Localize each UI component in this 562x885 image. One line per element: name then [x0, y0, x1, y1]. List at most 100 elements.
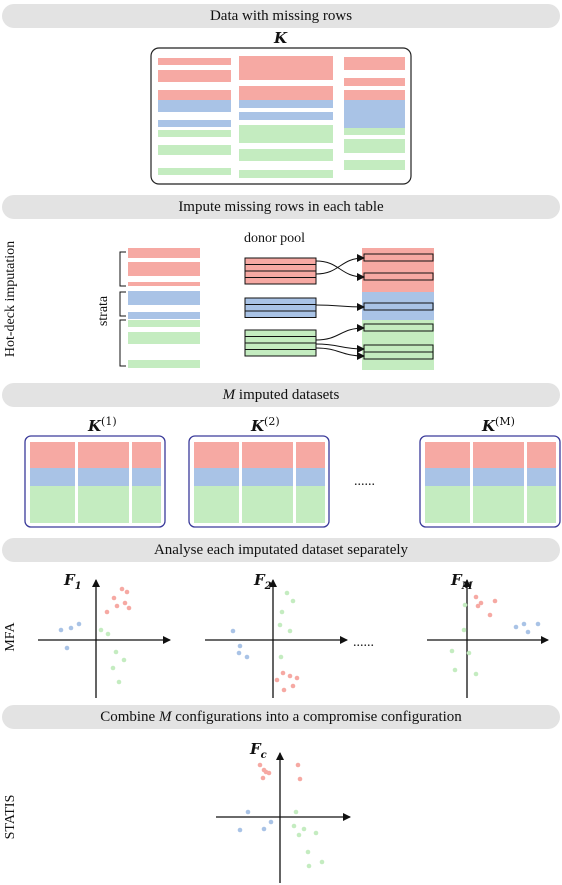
plot-Fc-green-point [305, 849, 311, 855]
imputed-row-box [363, 272, 434, 281]
dataset-KM-block-green [473, 486, 524, 523]
plot-Fc-green-point [306, 863, 312, 869]
strata-row-green [128, 320, 200, 327]
table-K-row-green [239, 149, 333, 161]
ellipsis-datasets: ...... [354, 474, 375, 489]
plot-Fc-blue-point [237, 827, 243, 833]
plot-F2-green-point [284, 590, 290, 596]
plot-F2-green-point [277, 622, 283, 628]
strata-bracket [119, 251, 126, 287]
table-K-row-green [239, 125, 333, 143]
plot-F2-blue-point [237, 643, 243, 649]
plot-Fc-red-point [263, 769, 269, 775]
dataset-KM-block-green [527, 486, 556, 523]
banner-m-imputed-datasets: M imputed datasets [2, 383, 560, 407]
plot-FM-red-point [473, 594, 479, 600]
label-F1: F1 [64, 571, 82, 592]
table-K-row-red [158, 70, 231, 82]
plot-F1-blue-point [58, 627, 64, 633]
table-K-row-blue [239, 112, 333, 120]
plot-F2-red-point [274, 677, 280, 683]
plot-Fc-green-point [291, 823, 297, 829]
table-K-row-green [344, 128, 405, 135]
table-K-row-green [158, 130, 231, 137]
plot-F2-red-point [280, 670, 286, 676]
plot-Fc-blue-point [261, 826, 267, 832]
dataset-K2-block-green [242, 486, 293, 523]
plot-Fc-green-point [296, 832, 302, 838]
dataset-K1-frame [24, 435, 166, 528]
plot-FM-blue-point [525, 629, 531, 635]
plot-F1-green-point [110, 665, 116, 671]
plot-FM-red-point [475, 603, 481, 609]
plot-FM-blue-point [535, 621, 541, 627]
label-K: K [274, 29, 288, 47]
plot-Fc-green-point [319, 859, 325, 865]
plot-Fc-red-point [260, 775, 266, 781]
data-with-missing-rows-table [150, 47, 412, 185]
dataset-KM-block-red [425, 442, 470, 468]
dataset-K2-block-blue [194, 468, 239, 486]
table-K-row-red [239, 86, 333, 100]
dataset-KM-block-blue [425, 468, 470, 486]
table-K-row-blue [239, 100, 333, 108]
plot-Fc-blue-point [268, 819, 274, 825]
donor-pool-blue [244, 297, 317, 318]
plot-FM-red-point [487, 612, 493, 618]
banner-analyse-each-dataset: Analyse each imputated dataset separatel… [2, 538, 560, 562]
plot-Fc-red-point [257, 762, 263, 768]
dataset-K1-block-green [132, 486, 161, 523]
plot-FM-red-point [492, 598, 498, 604]
imputation-arrow [315, 347, 365, 360]
imputed-row-box [363, 253, 434, 262]
plot-Fc-blue-point [245, 809, 251, 815]
table-K-row-green [344, 160, 405, 170]
plot-F2-green-point [287, 628, 293, 634]
dataset-K2-block-green [296, 486, 325, 523]
imputation-arrow [315, 254, 365, 275]
dataset-K2-block-blue [242, 468, 293, 486]
table-K-row-red [158, 58, 231, 65]
plot-Fc-red-point [297, 776, 303, 782]
plot-F1-green-point [113, 649, 119, 655]
table-K-row-green [344, 139, 405, 153]
strata-row-blue [128, 291, 200, 305]
strata-row-green [128, 332, 200, 344]
dataset-K2-block-blue [296, 468, 325, 486]
plot-Fc-green-point [293, 809, 299, 815]
plot-Fc-red-point [295, 762, 301, 768]
label-F2: F2 [254, 571, 272, 592]
table-K-row-red [239, 56, 333, 80]
dataset-KM-block-green [425, 486, 470, 523]
plot-FM-blue-point [521, 621, 527, 627]
plot-F2-red-point [281, 687, 287, 693]
mfa-scatterplots [38, 579, 549, 698]
dataset-K1-block-blue [78, 468, 129, 486]
plot-F1-red-point [104, 609, 110, 615]
plot-F2-blue-point [230, 628, 236, 634]
imputed-row-box [363, 323, 434, 332]
plot-FM-green-point [461, 627, 467, 633]
plot-F1-red-point [114, 603, 120, 609]
label-K2: K(2) [251, 415, 280, 435]
table-K-row-blue [344, 100, 405, 128]
dataset-K2-frame [188, 435, 330, 528]
table-K-row-green [158, 145, 231, 155]
strata-row-red [128, 282, 200, 286]
imputed-row-box [363, 351, 434, 360]
plot-F1-red-point [122, 600, 128, 606]
label-K1: K(1) [88, 415, 117, 435]
imputation-arrow [315, 324, 365, 341]
imputation-arrow [315, 260, 365, 281]
hotdeck-imputation [119, 248, 434, 370]
dataset-K1-block-blue [30, 468, 75, 486]
strata-bracket [119, 319, 126, 367]
ellipsis-configurations: ...... [353, 635, 374, 650]
plot-FM-green-point [473, 671, 479, 677]
dataset-KM-block-blue [473, 468, 524, 486]
plot-F2-red-point [290, 683, 296, 689]
dataset-KM-block-red [527, 442, 556, 468]
plot-FM-green-point [452, 667, 458, 673]
dataset-K1-block-green [30, 486, 75, 523]
table-K-frame [150, 47, 412, 185]
